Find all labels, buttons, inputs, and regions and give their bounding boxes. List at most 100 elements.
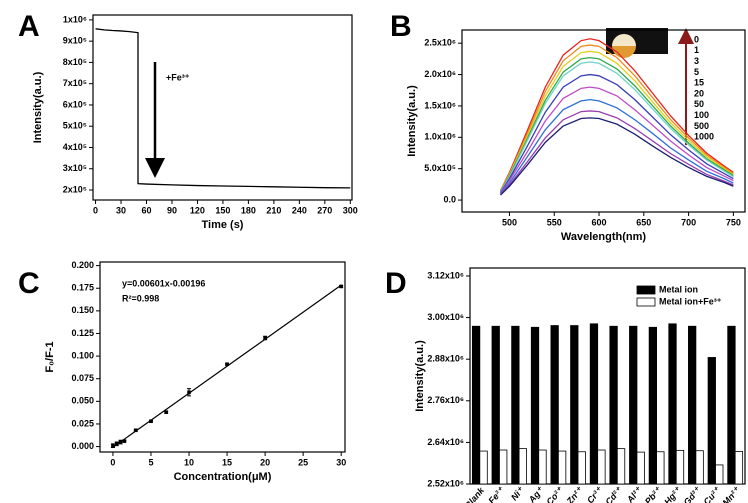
data-point [263,336,267,340]
y-tick-label: 7x10⁵ [63,78,87,88]
x-axis-label: Wavelength(nm) [561,231,646,243]
y-tick-label: 0.075 [71,373,94,383]
data-point [122,439,127,443]
plot-frame [92,14,353,201]
x-tick-label: Hg²⁺ [662,484,683,503]
x-tick-label: Cd²⁺ [603,484,624,503]
y-tick-label: 2.76x10⁶ [427,395,464,405]
x-tick-label: Ni⁺ [509,484,526,502]
x-tick-label: Mn²⁺ [721,484,743,503]
legend-label: 100 [694,110,709,120]
spectrum-line [499,44,734,191]
x-tick-label: 650 [636,217,651,227]
legend-swatch [636,285,656,295]
x-tick-label: 20 [260,457,270,467]
x-tick-label: 700 [681,217,696,227]
legend-label: Metal ion+Fe³⁺ [659,296,722,306]
x-tick-label: Zn²⁺ [564,484,585,503]
spectrum-line [500,99,734,195]
legend-label: 1 [694,45,699,55]
bar [695,450,704,485]
x-tick-label: 120 [190,205,205,215]
legend-label: 20 [694,88,704,98]
y-tick-label: 5x10⁵ [63,121,87,131]
x-tick-label: Cr³⁺ [585,484,605,503]
data-line [95,28,351,189]
data-point [114,442,119,446]
x-tick-label: 240 [292,205,307,215]
bar [479,450,488,485]
x-tick-label: 60 [141,205,151,215]
bar [629,325,638,485]
legend-label: 5 [694,67,699,77]
data-point [118,440,123,444]
spectrum-line [500,110,734,195]
x-tick-label: 210 [266,205,281,215]
bar [589,323,599,485]
y-tick-label: 1x10⁶ [63,14,87,24]
legend-swatch [636,297,656,307]
y-axis-label: Intensity(a.u.) [406,85,418,157]
y-tick-label: 0.100 [71,350,94,360]
x-tick-label: Ag⁺ [526,484,546,503]
panel-label: A [18,10,40,43]
y-tick-label: 1.5x10⁶ [424,100,456,110]
panel-label: C [18,267,40,300]
bar [538,449,547,485]
bar [577,451,586,485]
bar [550,325,559,485]
y-tick-label: 2.64x10⁶ [427,437,464,447]
legend-label: 15 [694,78,704,88]
x-tick-label: 270 [317,205,332,215]
bar [511,325,520,485]
legend-label: 50 [694,99,704,109]
y-tick-label: 0.125 [71,328,94,338]
y-axis-label: Intensity(a.u.) [32,71,44,143]
spectrum-line [499,50,734,192]
x-tick-label: Cu²⁺ [702,484,723,503]
y-tick-label: 2.0x10⁶ [424,69,456,79]
annotation: R²=0.998 [122,293,159,303]
x-tick-label: 750 [726,217,741,227]
x-tick-label: Fe³⁺ [486,484,506,503]
bar [656,451,665,485]
bar [668,323,677,485]
y-tick-label: 5.0x10⁵ [424,163,456,173]
x-tick-label: 150 [215,205,230,215]
bar [557,450,567,485]
y-tick-label: 4x10⁵ [63,142,87,152]
x-axis-label: Time (s) [202,219,244,231]
x-tick-label: 600 [592,217,607,227]
bar [707,357,716,485]
y-tick-label: 2x10⁵ [63,184,87,194]
x-tick-label: 180 [241,205,256,215]
data-point [111,443,115,448]
x-tick-label: 10 [184,457,194,467]
y-tick-label: 1.0x10⁶ [424,132,456,142]
x-axis-label: Concentration(μM) [174,471,272,483]
x-tick-label: 15 [222,457,232,467]
plot-frame [461,29,746,213]
x-tick-label: Blank [463,485,487,503]
x-tick-label: Al³⁺ [624,484,644,503]
spectrum-line [499,61,734,193]
data-point [187,390,191,395]
legend-label: 1000 [694,132,714,142]
bar [616,448,626,485]
spectrum-line [499,56,734,192]
y-tick-label: 0.000 [71,441,94,451]
data-point [164,410,168,414]
x-tick-label: 500 [502,217,517,227]
x-tick-label: Co²⁺ [544,484,565,503]
spectrum-line [499,73,734,193]
x-tick-label: 300 [343,205,358,215]
y-tick-label: 3x10⁵ [63,163,87,173]
y-tick-label: 0.025 [71,418,94,428]
y-tick-label: 9x10⁵ [63,36,87,46]
y-tick-label: 0.200 [71,260,94,270]
legend-label: 3 [694,56,699,66]
x-tick-label: 30 [116,205,126,215]
panel-label: B [390,10,412,43]
spectrum-line [500,117,734,196]
